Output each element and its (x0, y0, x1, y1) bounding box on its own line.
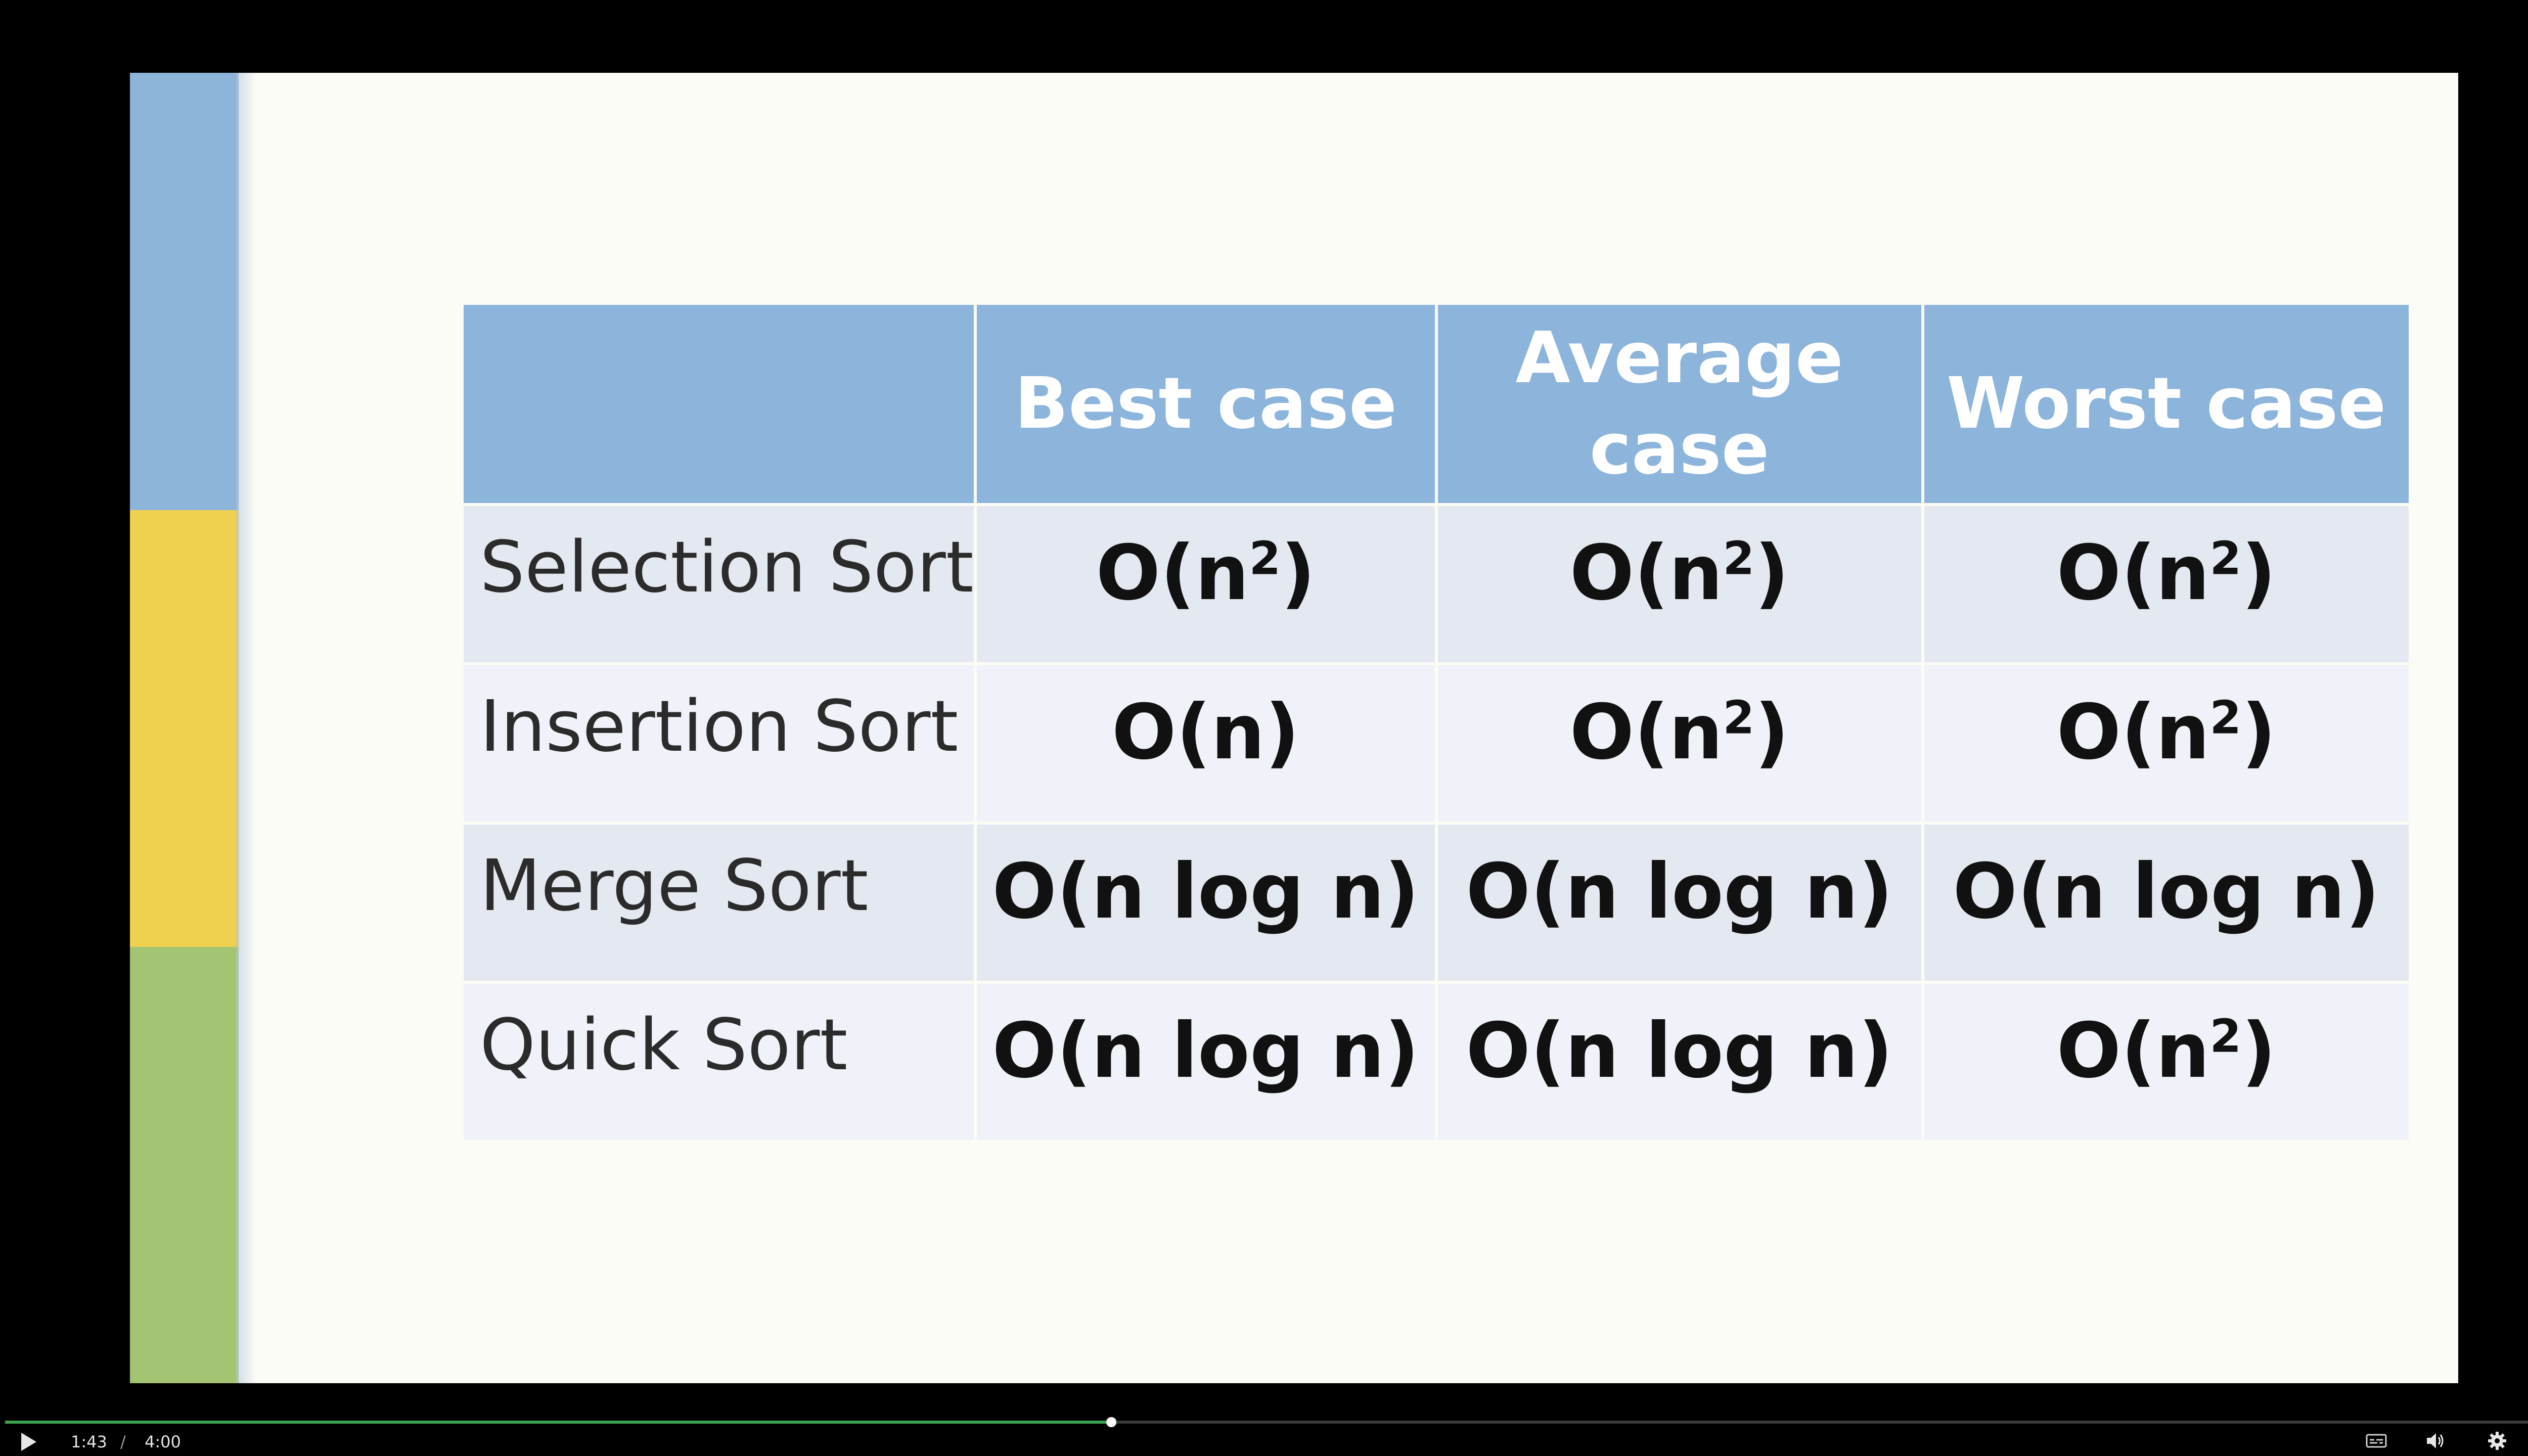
table-row: Merge Sort O(n log n) O(n log n) O(n log n) (464, 825, 2409, 981)
volume-icon (2427, 1433, 2444, 1448)
complexity-exponent: 2 (1723, 691, 1755, 745)
column-header-worst-case: Worst case (1924, 305, 2409, 503)
complexity-table: Best case Average case Worst case Select… (461, 302, 2412, 1143)
complexity-exponent: 2 (2209, 691, 2242, 745)
progress-bar-fill (5, 1421, 1111, 1424)
play-button[interactable] (17, 1431, 39, 1453)
slide: Best case Average case Worst case Select… (130, 73, 2458, 1383)
complexity-cell-worst-case: O(n2) (1924, 665, 2409, 822)
complexity-base: O(n log n) (1466, 1007, 1893, 1095)
stripe-shadow (236, 73, 256, 1383)
column-header-average-case: Average case (1437, 305, 1921, 503)
complexity-base: O(n log n) (1953, 848, 2380, 936)
play-icon (21, 1433, 36, 1451)
complexity-close: ) (2241, 529, 2276, 617)
complexity-close: ) (2241, 689, 2276, 777)
complexity-base: O(n (1569, 689, 1723, 777)
decorative-stripe-blue (130, 73, 239, 510)
complexity-base: O(n log n) (992, 1007, 1419, 1095)
complexity-cell-best-case: O(n log n) (976, 825, 1435, 981)
row-label: Selection Sort (464, 506, 974, 662)
current-time: 1:43 (71, 1432, 107, 1451)
complexity-cell-best-case: O(n2) (976, 506, 1435, 662)
complexity-close: ) (1754, 689, 1789, 777)
complexity-base: O(n (2056, 689, 2210, 777)
complexity-cell-worst-case: O(n2) (1924, 506, 2409, 662)
complexity-close: ) (1754, 529, 1789, 617)
complexity-base: O(n (1096, 529, 1249, 617)
table-header-row: Best case Average case Worst case (464, 305, 2409, 503)
complexity-exponent: 2 (2209, 1010, 2242, 1063)
decorative-stripe-green (130, 947, 239, 1383)
complexity-exponent: 2 (1723, 532, 1755, 585)
column-header-best-case: Best case (976, 305, 1435, 503)
complexity-cell-worst-case: O(n2) (1924, 984, 2409, 1140)
progress-handle[interactable] (1106, 1417, 1116, 1427)
row-label: Quick Sort (464, 984, 974, 1140)
captions-icon (2366, 1434, 2387, 1448)
table-row: Insertion Sort O(n) O(n2) O(n2) (464, 665, 2409, 822)
complexity-exponent: 2 (1249, 532, 1281, 585)
column-header-average-case-text: Average case (1515, 317, 1843, 490)
table-corner-cell (464, 305, 974, 503)
row-label: Merge Sort (464, 825, 974, 981)
complexity-base: O(n (2056, 529, 2210, 617)
volume-button[interactable] (2423, 1429, 2447, 1453)
captions-button[interactable] (2364, 1429, 2388, 1453)
complexity-cell-average-case: O(n log n) (1437, 984, 1921, 1140)
complexity-base: O(n) (1111, 689, 1300, 777)
complexity-base: O(n log n) (992, 848, 1419, 936)
total-time: 4:00 (145, 1432, 181, 1451)
complexity-base: O(n (1569, 529, 1723, 617)
progress-bar[interactable] (5, 1417, 2528, 1427)
complexity-base: O(n (2056, 1007, 2210, 1095)
complexity-cell-best-case: O(n) (976, 665, 1435, 822)
time-separator: / (120, 1432, 126, 1451)
complexity-cell-average-case: O(n log n) (1437, 825, 1921, 981)
decorative-stripe-yellow (130, 510, 239, 947)
table-row: Selection Sort O(n2) O(n2) O(n2) (464, 506, 2409, 662)
row-label: Insertion Sort (464, 665, 974, 822)
table-row: Quick Sort O(n log n) O(n log n) O(n2) (464, 984, 2409, 1140)
complexity-base: O(n log n) (1466, 848, 1893, 936)
complexity-cell-worst-case: O(n log n) (1924, 825, 2409, 981)
settings-button[interactable] (2485, 1429, 2509, 1453)
complexity-cell-best-case: O(n log n) (976, 984, 1435, 1140)
gear-icon (2488, 1432, 2506, 1450)
complexity-cell-average-case: O(n2) (1437, 665, 1921, 822)
table-body: Selection Sort O(n2) O(n2) O(n2) Insertion S… (464, 506, 2409, 1140)
complexity-close: ) (2241, 1007, 2276, 1095)
complexity-close: ) (1281, 529, 1316, 617)
complexity-exponent: 2 (2209, 532, 2242, 585)
complexity-cell-average-case: O(n2) (1437, 506, 1921, 662)
